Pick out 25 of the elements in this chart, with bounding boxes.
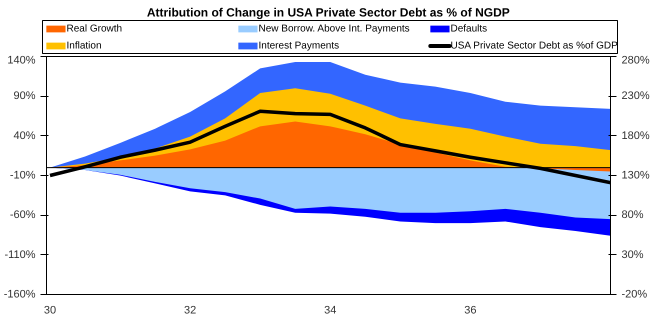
x-tick-label: 34 <box>324 304 336 316</box>
legend-label: Real Growth <box>66 24 122 34</box>
y2-tick-label: 80% <box>622 209 644 222</box>
y2-tick-label: 30% <box>622 248 644 261</box>
legend-label: Defaults <box>450 24 488 34</box>
x-tick-label: 32 <box>184 304 196 316</box>
y2-tick-label: 230% <box>622 90 650 102</box>
x-tick-label: 36 <box>464 304 477 316</box>
legend-label: USA Private Sector Debt as %of GDP <box>450 40 618 52</box>
y-tick-label: -110% <box>4 248 36 261</box>
y-tick-label: 90% <box>13 90 36 102</box>
y2-tick-label: -20% <box>622 288 648 300</box>
legend-label: Inflation <box>66 40 102 52</box>
legend-label: Interest Payments <box>258 40 340 52</box>
legend-label: New Borrow. Above Int. Payments <box>258 24 410 34</box>
y2-tick-label: 280% <box>622 54 650 66</box>
y2-tick-label: 130% <box>622 170 650 182</box>
y2-tick-label: 180% <box>622 130 650 142</box>
chart-title: Attribution of Change in USA Private Sector Debt as % of NGDP <box>146 6 510 20</box>
x-tick-label: 30 <box>44 304 56 316</box>
y-tick-label: -10% <box>10 170 36 182</box>
y-tick-label: 140% <box>7 54 36 66</box>
y-tick-label: -60% <box>10 209 36 222</box>
y-tick-label: -160% <box>4 288 36 300</box>
y-tick-label: 40% <box>13 130 36 142</box>
